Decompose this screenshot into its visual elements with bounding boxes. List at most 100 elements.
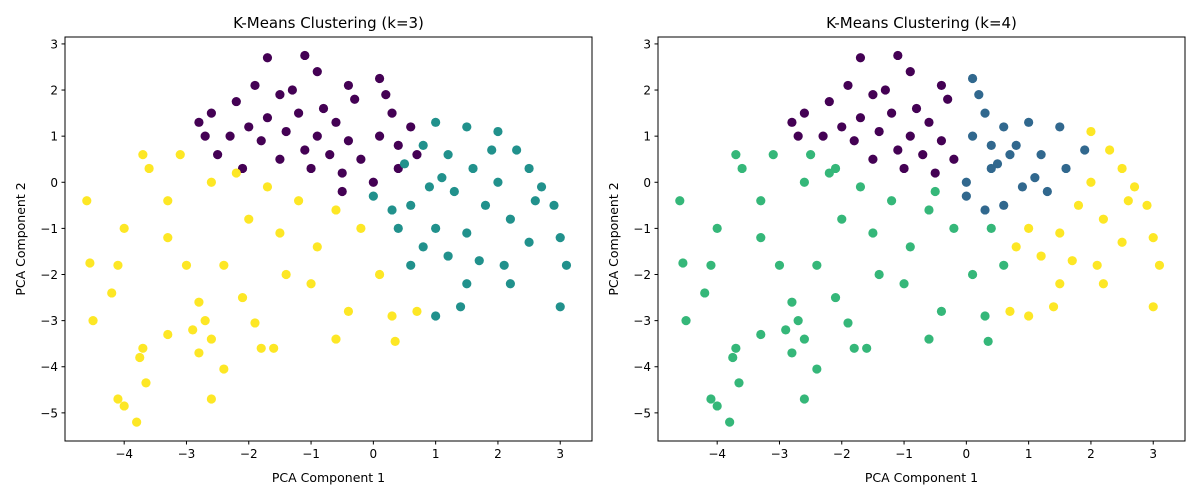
point [868, 228, 878, 238]
point [512, 145, 522, 155]
point [269, 343, 279, 353]
point [424, 182, 435, 192]
point [275, 228, 285, 238]
point [374, 269, 385, 280]
point [874, 269, 884, 280]
point [1036, 251, 1046, 261]
point [874, 126, 884, 137]
point [443, 251, 453, 261]
point [163, 196, 173, 206]
point [1011, 140, 1021, 150]
point [474, 256, 484, 266]
point [1098, 279, 1108, 289]
point [107, 288, 117, 298]
point [175, 150, 185, 160]
point [837, 122, 847, 132]
point [549, 200, 559, 210]
point [799, 108, 809, 118]
point [561, 260, 572, 270]
y-tick-label: −4 [40, 360, 58, 374]
point [505, 214, 515, 224]
x-tick-label: −3 [178, 447, 196, 461]
point [387, 311, 397, 321]
point [113, 394, 123, 404]
point [731, 150, 741, 160]
point [337, 186, 347, 197]
point [974, 90, 984, 100]
point [961, 177, 971, 187]
point [1005, 306, 1015, 317]
point [536, 182, 547, 192]
point [681, 316, 691, 326]
point [1024, 223, 1034, 233]
y-tick-label: 2 [643, 84, 651, 98]
point [1017, 182, 1028, 192]
y-tick-label: −5 [40, 406, 58, 420]
point [787, 348, 797, 358]
point [119, 223, 129, 233]
point [399, 159, 410, 169]
point [374, 131, 385, 141]
point [961, 191, 971, 201]
point [967, 73, 978, 84]
point [406, 122, 416, 132]
point [1080, 145, 1090, 155]
point [331, 117, 341, 127]
y-tick-label: −4 [633, 360, 651, 374]
point [924, 205, 934, 215]
point [936, 80, 947, 91]
point [868, 154, 878, 164]
point [1148, 302, 1158, 312]
point [219, 364, 229, 374]
point [1036, 150, 1046, 160]
point [986, 223, 996, 233]
point [1086, 126, 1096, 137]
point [899, 279, 909, 289]
point [431, 117, 441, 127]
point [343, 80, 354, 91]
point [487, 145, 497, 155]
y-tick-label: −1 [40, 222, 58, 236]
point [930, 186, 940, 197]
y-tick-label: 0 [50, 176, 58, 190]
point [206, 334, 216, 344]
subplot: −4 −3 −2 −1 0 1 2 3 −5 −4 −3 −2 −1 0 1 2 3 K-Means Cluste… [606, 14, 1186, 485]
point [368, 177, 378, 187]
point [119, 401, 129, 411]
point [213, 150, 223, 160]
point [331, 205, 341, 215]
point [799, 177, 809, 187]
x-tick-label: 0 [370, 447, 378, 461]
point [862, 343, 872, 353]
point [930, 168, 940, 178]
point [455, 302, 466, 312]
point [706, 394, 716, 404]
point [1098, 214, 1108, 224]
point [1086, 177, 1096, 187]
point [799, 394, 809, 404]
point [219, 260, 229, 270]
y-tick-label: 3 [643, 37, 651, 51]
y-tick-label: −5 [633, 406, 651, 420]
point [893, 145, 903, 155]
point [1067, 256, 1077, 266]
point [250, 318, 260, 328]
point [138, 343, 148, 353]
point [82, 196, 92, 206]
point [793, 316, 803, 326]
point [1117, 237, 1127, 247]
point [138, 150, 148, 160]
point [250, 80, 260, 91]
x-tick-label: −4 [708, 447, 726, 461]
point [967, 269, 978, 280]
x-tick-label: −2 [833, 447, 851, 461]
point [837, 214, 847, 224]
point [999, 122, 1009, 132]
y-tick-label: 3 [50, 37, 58, 51]
point [318, 103, 329, 114]
point [700, 288, 710, 298]
point [300, 50, 310, 61]
x-tick-label: −1 [302, 447, 320, 461]
y-tick-label: 2 [50, 84, 58, 98]
